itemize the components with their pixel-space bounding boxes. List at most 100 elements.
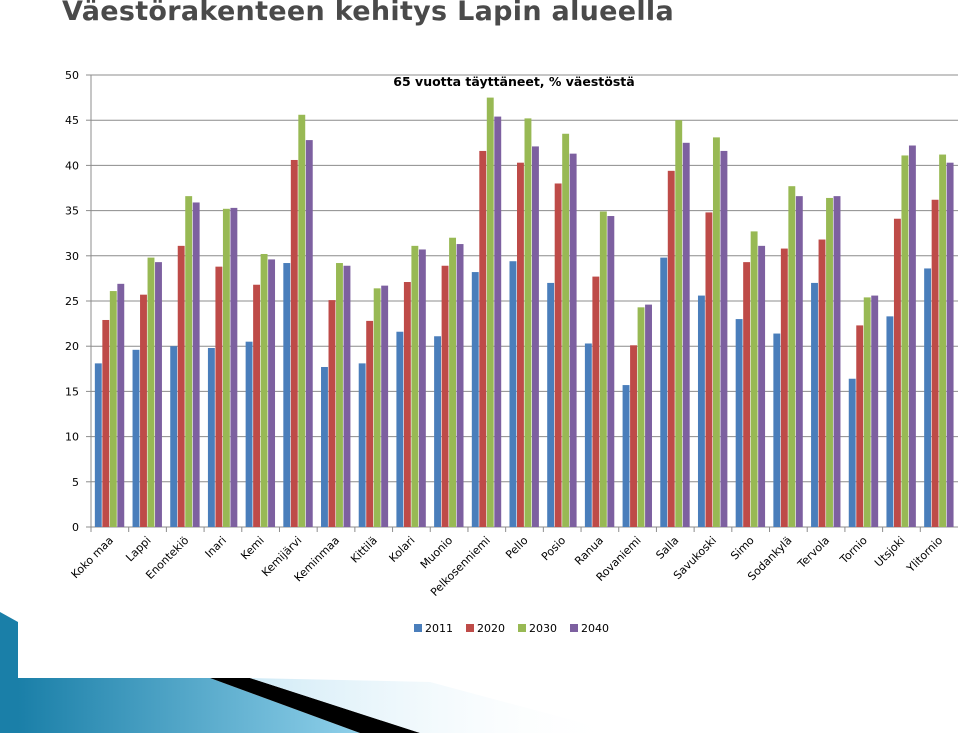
corner-shape-teal: [18, 678, 360, 733]
bar-2030: [373, 288, 381, 527]
legend-swatch: [414, 624, 422, 632]
bar-2011: [886, 316, 894, 527]
bar-2011: [811, 282, 818, 527]
bar-2011: [660, 257, 668, 527]
bar-2011: [396, 331, 404, 527]
bar-2011: [509, 261, 517, 527]
bar-2020: [177, 245, 185, 527]
bar-2011: [207, 348, 215, 527]
bar-2040: [871, 295, 879, 527]
bar-2011: [245, 341, 253, 527]
bar-2020: [366, 320, 374, 527]
bar-2011: [848, 378, 856, 527]
bar-2020: [554, 183, 562, 528]
bar-2040: [946, 162, 954, 528]
bar-2040: [758, 245, 766, 527]
bar-2040: [381, 285, 389, 527]
bar-2040: [833, 196, 841, 528]
bar-2011: [283, 263, 291, 527]
bar-2011: [321, 366, 328, 527]
bar-2030: [712, 137, 720, 527]
bar-2020: [818, 239, 826, 527]
bar-2030: [788, 186, 796, 527]
bar-2040: [908, 145, 916, 527]
bar-2011: [132, 349, 140, 527]
corner-shape-left: [0, 612, 18, 733]
legend-label: 2030: [529, 622, 557, 635]
bar-2040: [795, 196, 803, 528]
bar-2020: [667, 170, 675, 527]
bar-2030: [449, 237, 457, 527]
bar-2040: [117, 283, 125, 527]
bar-2030: [939, 154, 947, 527]
bar-2020: [253, 284, 261, 527]
bar-2020: [479, 150, 487, 527]
legend-swatch: [466, 624, 474, 632]
bar-2020: [743, 262, 751, 527]
bar-2030: [750, 231, 758, 527]
bar-2030: [298, 114, 306, 527]
bar-2040: [268, 259, 276, 527]
slide-title: Väestörakenteen kehitys Lapin alueella: [62, 0, 675, 27]
legend: 2011 2020 2030 2040: [414, 622, 609, 635]
y-tick-label: 45: [65, 114, 79, 127]
bar-2040: [305, 140, 313, 527]
bar-2030: [260, 253, 268, 527]
bar-2030: [185, 196, 193, 528]
bar-2020: [705, 212, 713, 527]
corner-shape-dark: [210, 678, 420, 733]
legend-swatch: [570, 624, 578, 632]
bar-2020: [328, 300, 336, 527]
bar-2020: [517, 162, 524, 528]
bars: [94, 97, 954, 528]
bar-2030: [863, 297, 871, 527]
bar-2040: [494, 116, 502, 528]
legend-swatch: [518, 624, 526, 632]
bar-2011: [584, 343, 592, 527]
legend-label: 2020: [477, 622, 505, 635]
bar-2040: [569, 153, 577, 527]
bar-2020: [856, 325, 864, 527]
bar-2030: [562, 133, 570, 527]
y-tick-label: 10: [65, 431, 79, 444]
bar-2040: [645, 304, 652, 527]
bar-2030: [637, 307, 645, 527]
bar-2040: [607, 216, 615, 528]
bar-2020: [780, 248, 788, 527]
corner-shape-light: [250, 678, 620, 733]
y-tick-label: 50: [65, 69, 79, 82]
bar-2040: [192, 202, 200, 528]
legend-label: 2011: [425, 622, 453, 635]
y-tick-label: 25: [65, 295, 79, 308]
bar-2011: [735, 319, 743, 527]
bar-2011: [434, 336, 442, 527]
bar-2040: [418, 249, 426, 528]
bar-2030: [901, 155, 909, 527]
bar-2030: [336, 263, 343, 527]
bar-2040: [682, 142, 690, 528]
bar-2030: [411, 245, 419, 527]
y-tick-label: 20: [65, 340, 79, 353]
y-tick-label: 5: [72, 476, 79, 489]
bar-2011: [471, 272, 479, 527]
bar-2040: [230, 207, 238, 527]
bar-2030: [109, 291, 117, 527]
bar-2040: [532, 146, 539, 527]
bar-2020: [215, 266, 223, 527]
bar-2020: [441, 265, 449, 527]
bar-2030: [524, 118, 532, 527]
bar-2020: [931, 199, 939, 527]
bar-2030: [222, 208, 230, 528]
y-tick-label: 30: [65, 250, 79, 263]
bar-2011: [547, 282, 555, 527]
bar-2030: [599, 211, 607, 527]
bar-2011: [170, 346, 178, 527]
bar-2040: [155, 262, 162, 527]
bar-2011: [358, 363, 366, 527]
bar-2040: [456, 244, 464, 527]
bar-2020: [630, 345, 637, 527]
bar-2020: [290, 159, 298, 527]
bar-2011: [924, 268, 932, 527]
